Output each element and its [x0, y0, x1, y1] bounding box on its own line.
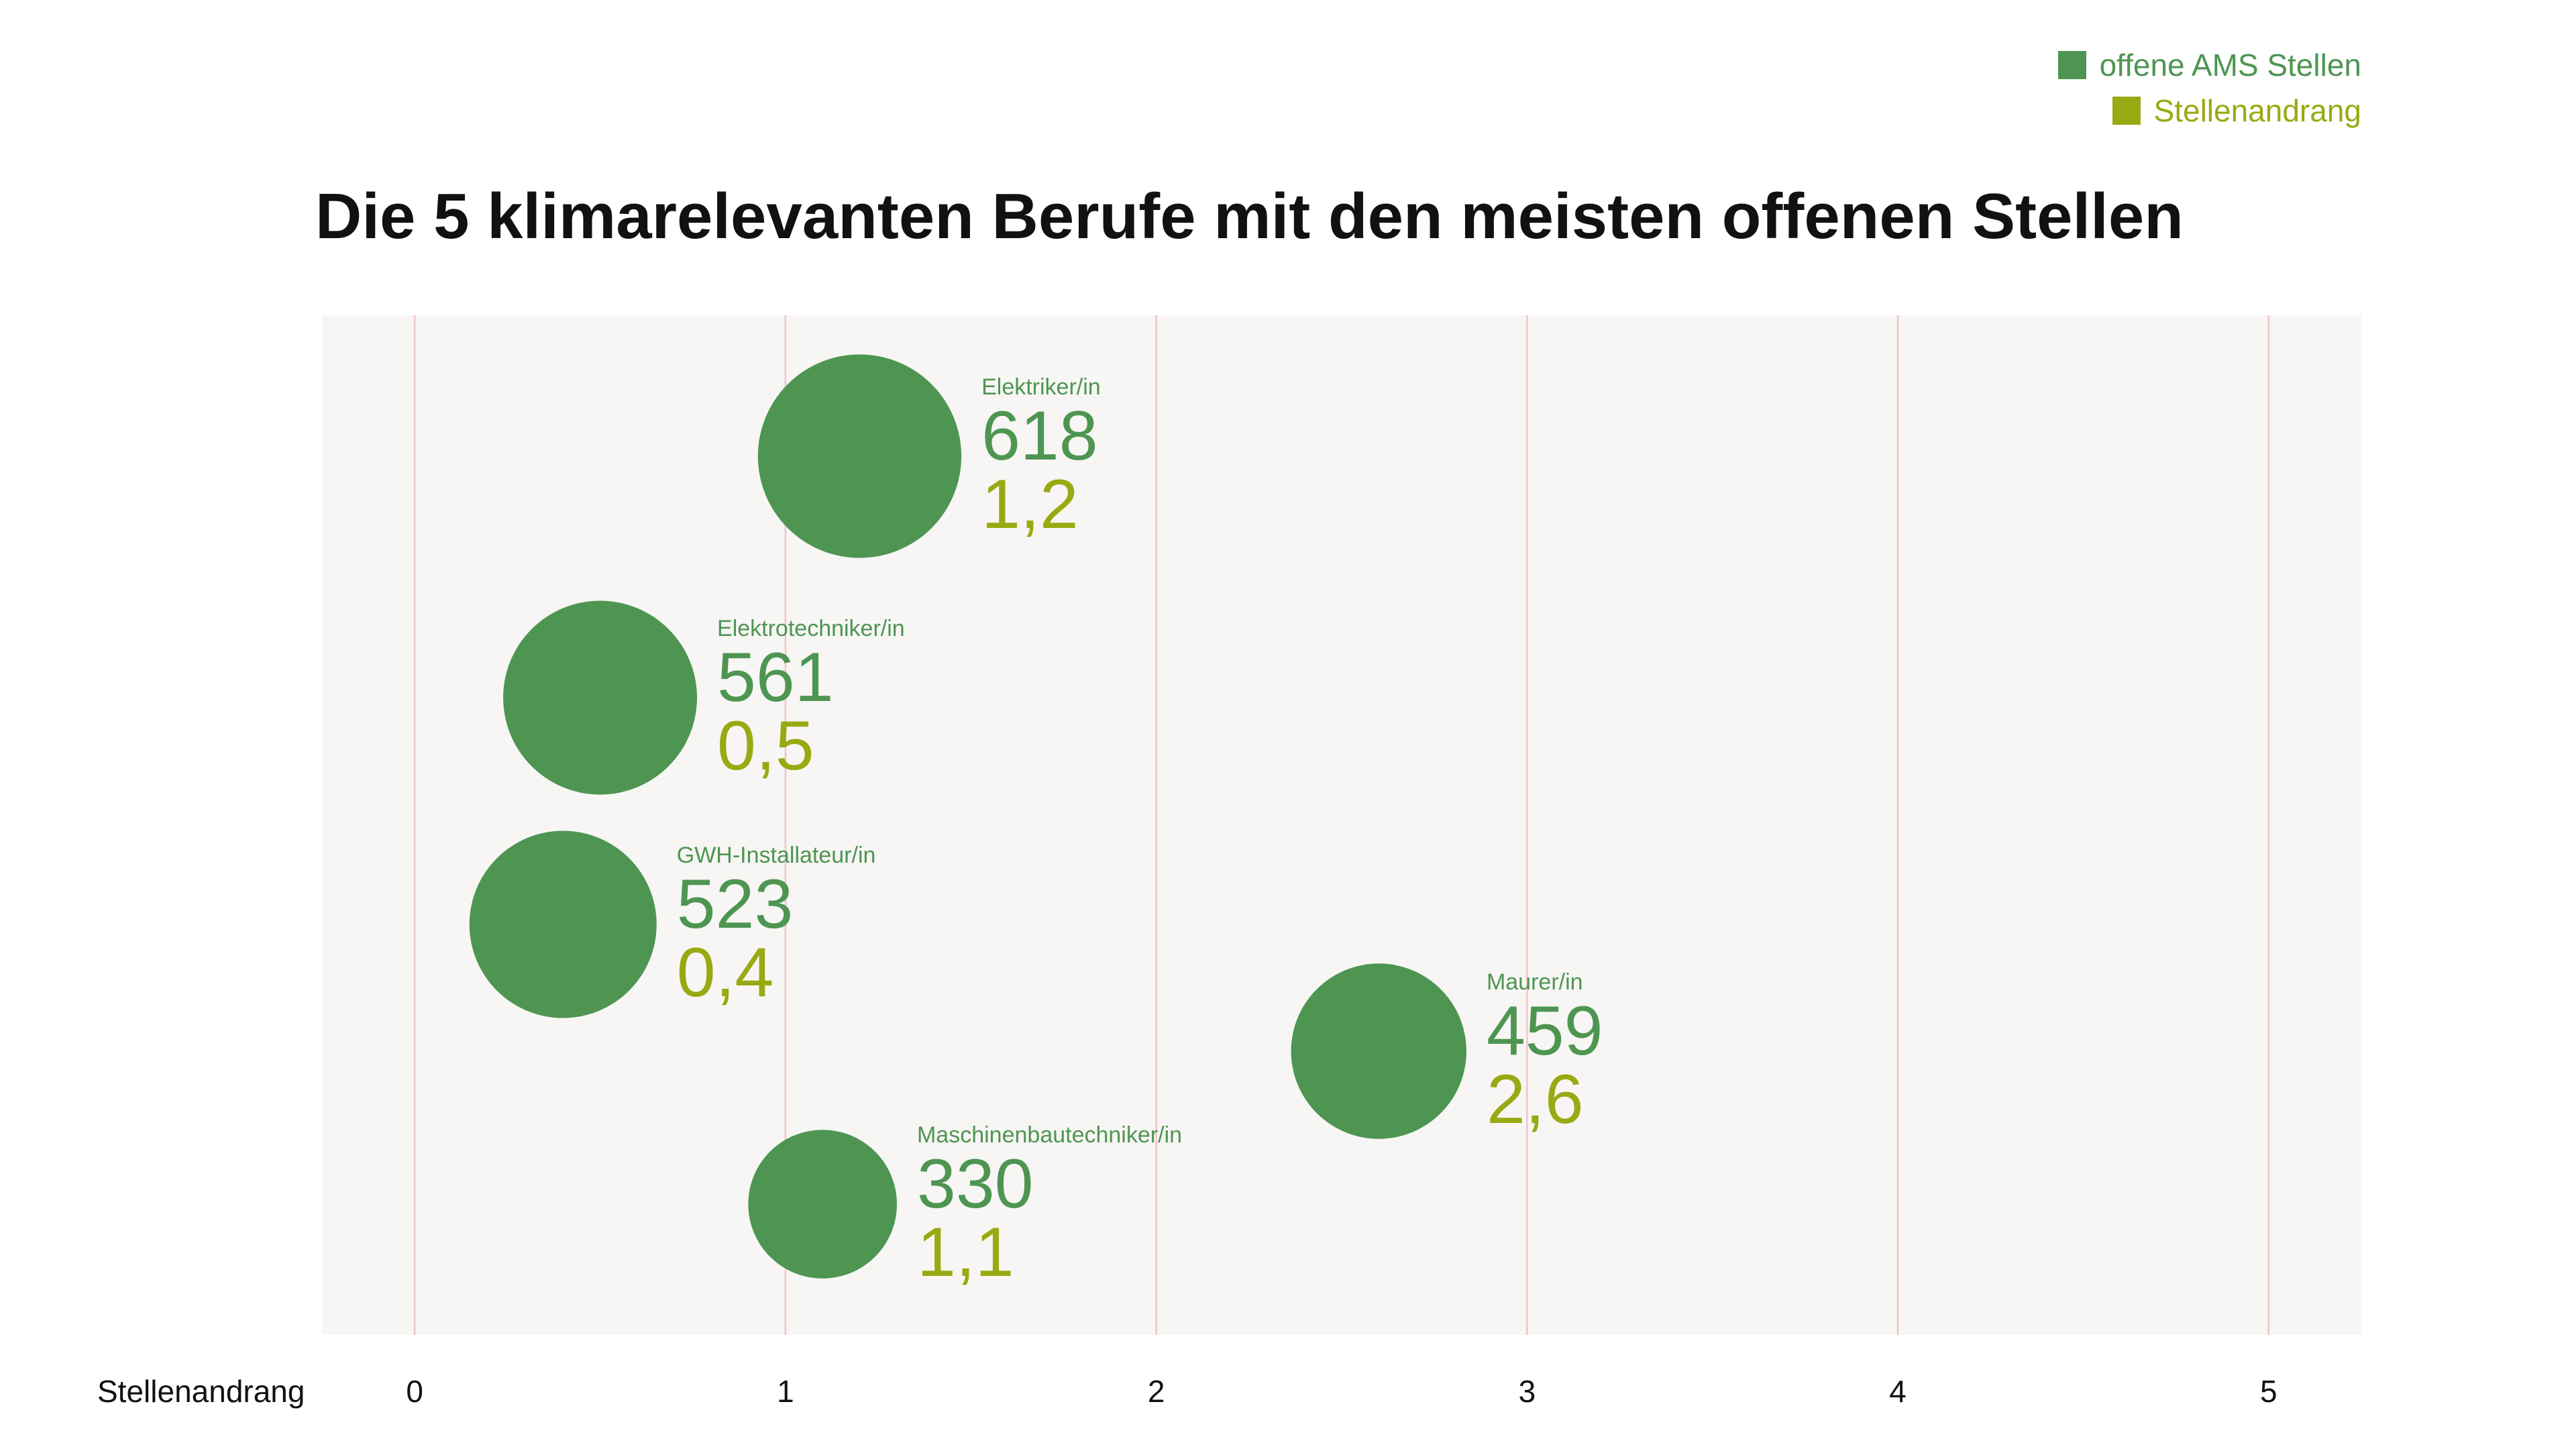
x-tick-label-2: 2 [1148, 1374, 1165, 1409]
legend-swatch-stellenandrang [2112, 97, 2141, 125]
bubble-andrang-label-3: 2,6 [1487, 1061, 1584, 1138]
legend: offene AMS Stellen Stellenandrang [2057, 47, 2361, 129]
bubble-stellen-label-3: 459 [1487, 992, 1603, 1070]
x-tick-label-0: 0 [406, 1374, 423, 1409]
bubble-1 [503, 600, 698, 795]
bubble-2 [469, 830, 657, 1018]
bubble-andrang-label-2: 0,4 [677, 934, 774, 1012]
bubble-andrang-label-4: 1,1 [917, 1214, 1014, 1291]
legend-label-stellenandrang: Stellenandrang [2153, 93, 2361, 128]
legend-swatch-offene-stellen [2057, 51, 2086, 79]
bubble-andrang-label-1: 0,5 [717, 707, 814, 785]
bubble-stellen-label-4: 330 [917, 1145, 1034, 1223]
bubble-stellen-label-0: 618 [981, 397, 1098, 475]
bubble-andrang-label-0: 1,2 [981, 466, 1079, 543]
x-tick-label-1: 1 [777, 1374, 794, 1409]
x-tick-label-5: 5 [2260, 1374, 2277, 1409]
x-axis: 0 1 2 3 4 5 Stellenandrang [97, 1374, 2277, 1409]
x-tick-label-3: 3 [1519, 1374, 1536, 1409]
chart-title: Die 5 klimarelevanten Berufe mit den mei… [315, 180, 2184, 252]
bubble-stellen-label-1: 561 [717, 639, 834, 716]
bubble-4 [748, 1130, 897, 1279]
legend-item-offene-stellen: offene AMS Stellen [2057, 47, 2361, 83]
x-axis-title: Stellenandrang [97, 1374, 305, 1409]
bubble-name-label-3: Maurer/in [1487, 969, 1583, 995]
plot-area [322, 315, 2361, 1335]
bubble-name-label-4: Maschinenbautechniker/in [917, 1122, 1182, 1148]
x-tick-label-4: 4 [1889, 1374, 1907, 1409]
legend-label-offene-stellen: offene AMS Stellen [2099, 48, 2361, 83]
bubble-name-label-1: Elektrotechniker/in [717, 616, 905, 641]
bubble-name-label-0: Elektriker/in [981, 374, 1101, 400]
bubble-stellen-label-2: 523 [677, 865, 794, 943]
bubble-3 [1291, 963, 1466, 1139]
bubble-name-label-2: GWH-Installateur/in [677, 843, 876, 868]
legend-item-stellenandrang: Stellenandrang [2112, 93, 2361, 129]
bubble-0 [757, 354, 962, 558]
